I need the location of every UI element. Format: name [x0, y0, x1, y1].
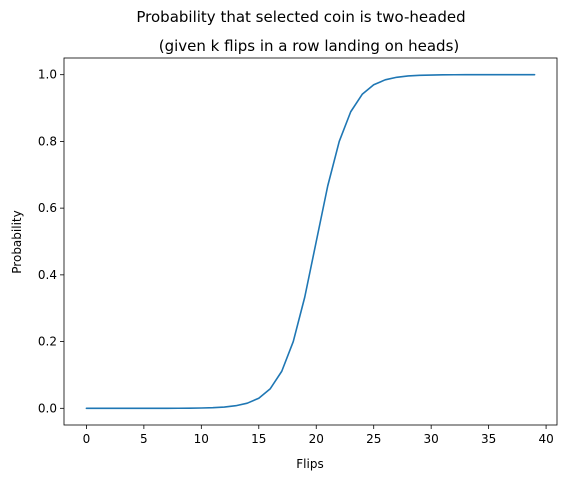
y-tick-label: 0.8	[38, 134, 57, 148]
x-tick-label: 15	[251, 432, 266, 446]
y-tick-label: 0.6	[38, 201, 57, 215]
x-tick-label: 30	[424, 432, 439, 446]
chart-subtitle: (given k flips in a row landing on heads…	[159, 37, 459, 55]
x-tick-label: 20	[309, 432, 324, 446]
x-tick-label: 40	[538, 432, 553, 446]
y-axis-label: Probability	[10, 210, 24, 273]
x-axis-label: Flips	[296, 457, 323, 471]
y-tick-label: 0.0	[38, 401, 57, 415]
x-tick-label: 0	[83, 432, 91, 446]
axes-frame	[63, 57, 558, 426]
y-tick-label: 1.0	[38, 68, 57, 82]
x-tick-label: 10	[194, 432, 209, 446]
x-tick-label: 25	[366, 432, 381, 446]
axis-ticks: 0 5 10 15 20 25 30 35 40 0.0 0.2 0.4 0.6 0.8 1.0	[38, 68, 554, 446]
x-tick-label: 5	[140, 432, 148, 446]
plot-area	[85, 73, 536, 410]
chart-title: Probability that selected coin is two-he…	[136, 8, 465, 26]
y-tick-label: 0.4	[38, 268, 57, 282]
series-line	[85, 73, 536, 410]
y-tick-label: 0.2	[38, 335, 57, 349]
x-tick-label: 35	[481, 432, 496, 446]
